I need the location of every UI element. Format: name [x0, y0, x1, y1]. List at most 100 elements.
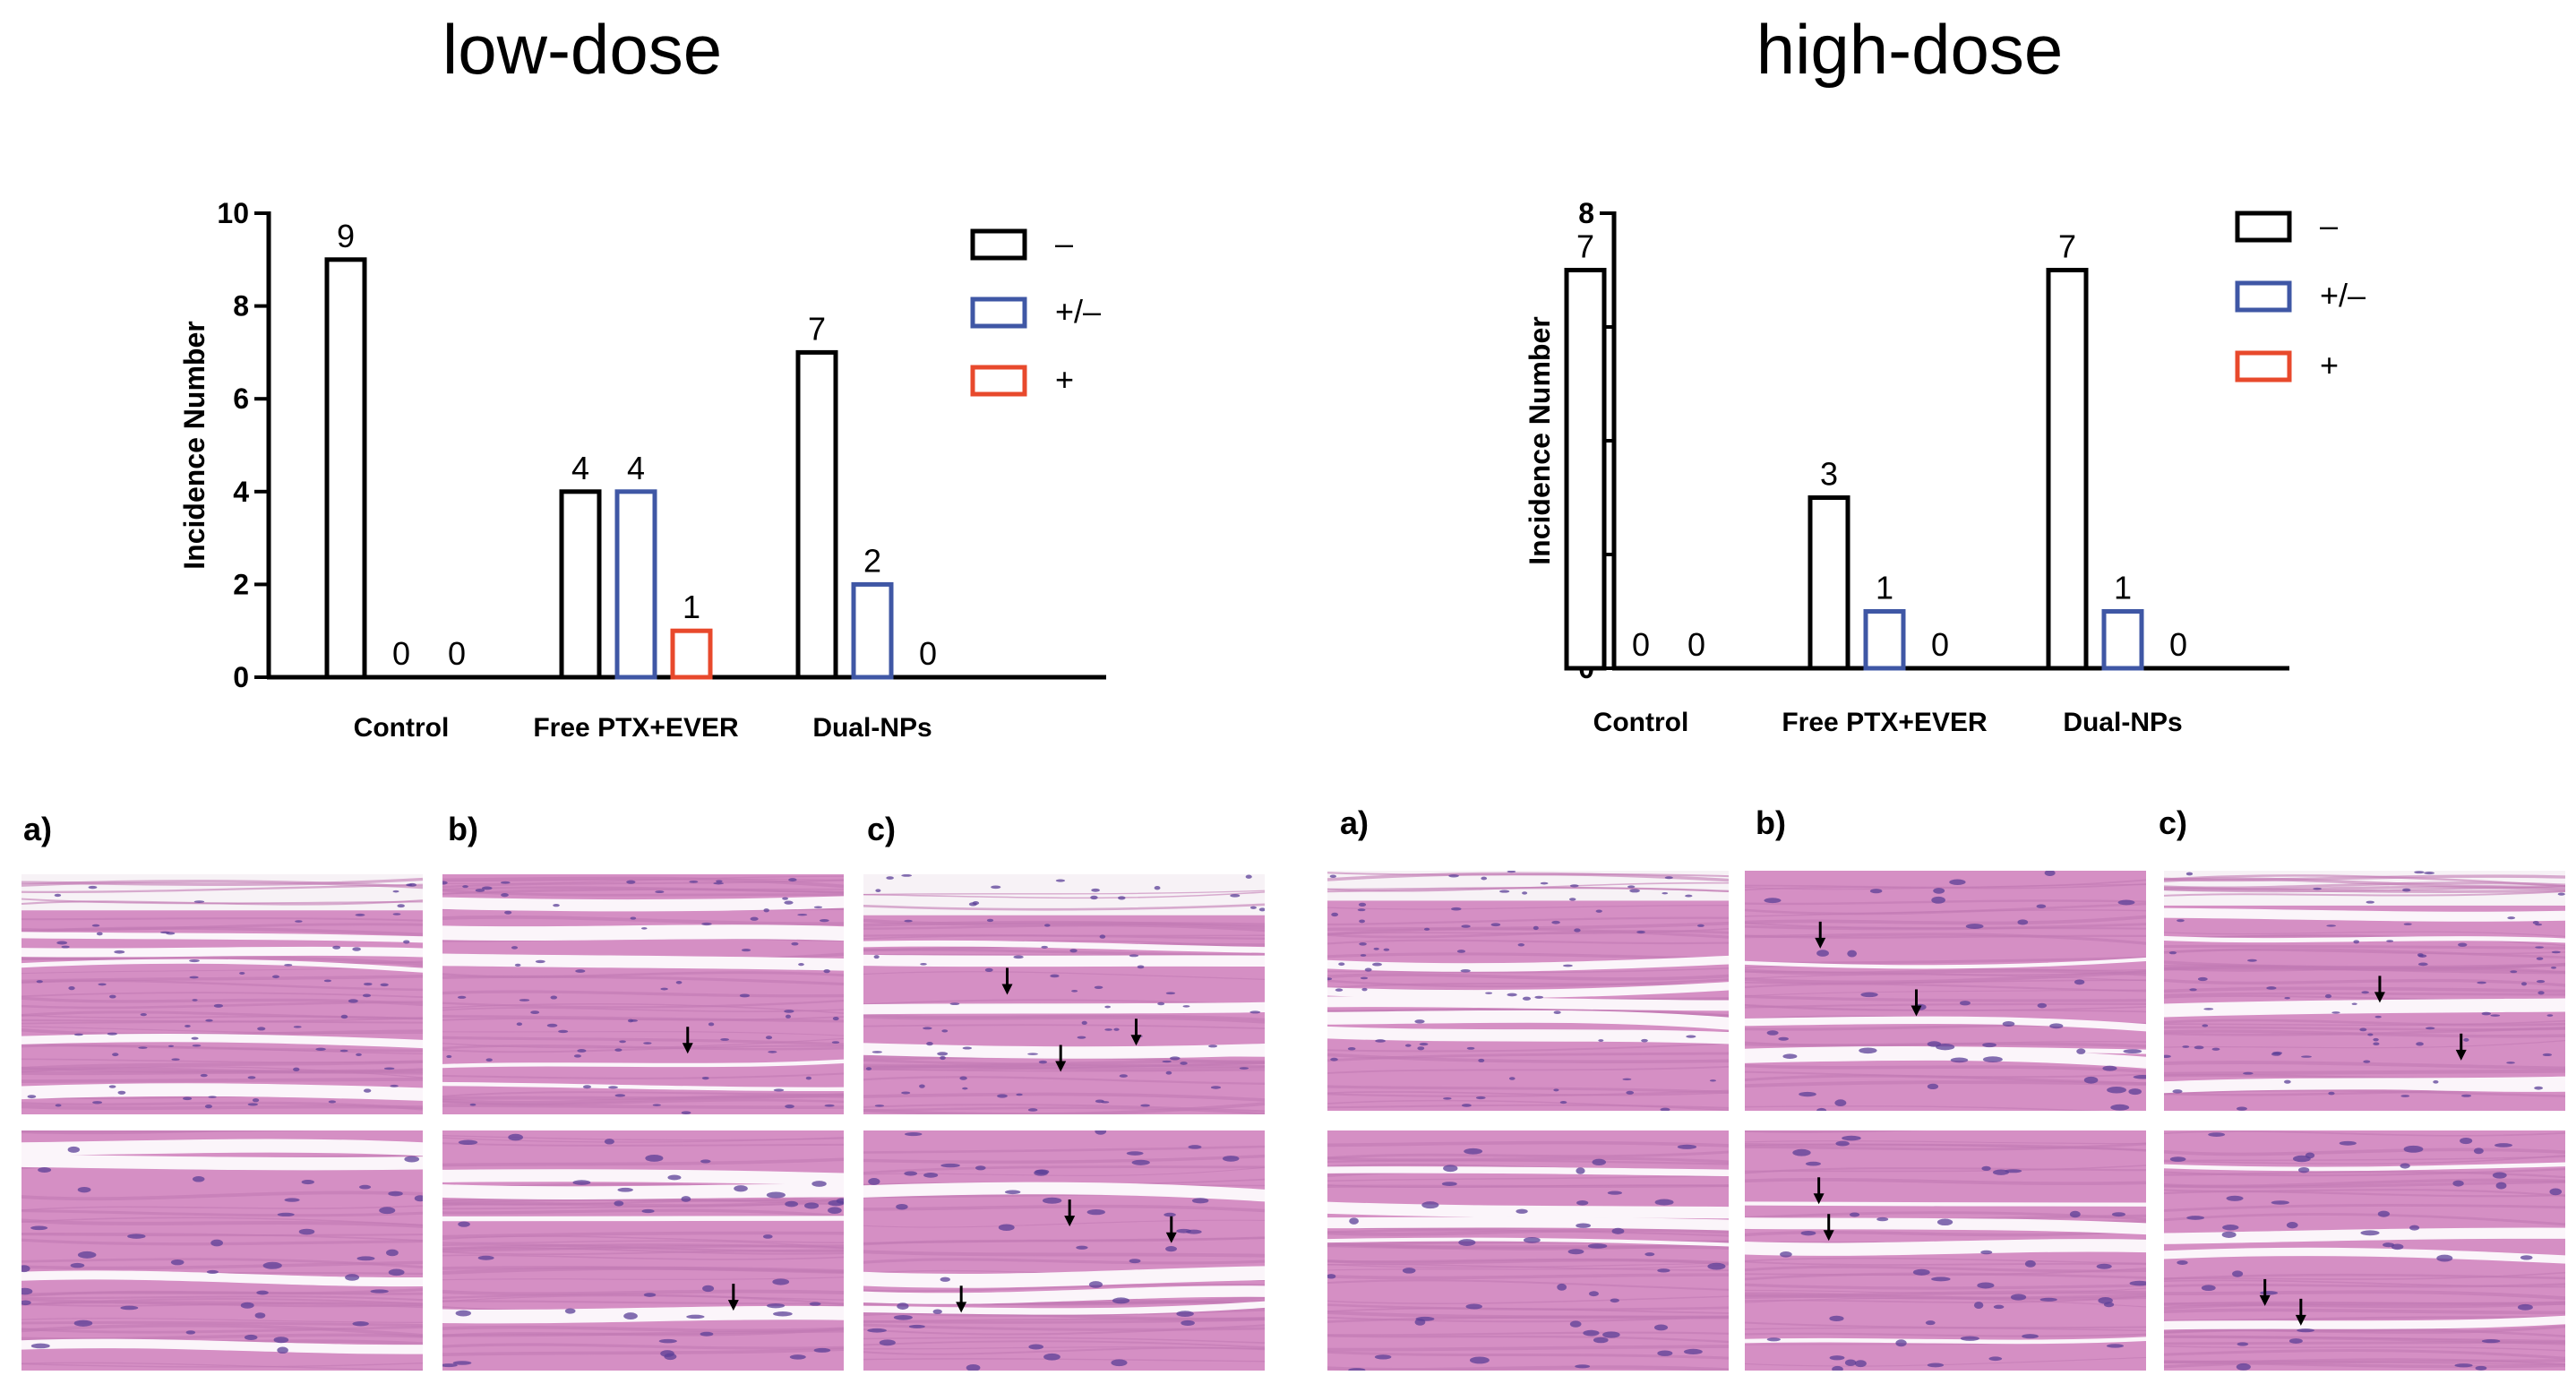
nucleus	[2203, 1008, 2214, 1010]
muscle-fibre	[21, 1233, 423, 1242]
interstitial-gap	[863, 1001, 1265, 1015]
nucleus	[720, 1037, 730, 1041]
interstitial-gap	[1745, 1337, 2146, 1345]
nucleus	[2271, 1052, 2281, 1056]
muscle-fibre	[1327, 1331, 1729, 1337]
nucleus	[2236, 1363, 2251, 1371]
nucleus	[500, 881, 511, 884]
nucleus	[404, 1156, 420, 1163]
nucleus	[828, 1207, 842, 1214]
arrow-marker	[1055, 1044, 1067, 1072]
muscle-fibre	[2164, 1271, 2565, 1280]
nucleus	[975, 1165, 986, 1171]
nucleus	[564, 1308, 576, 1314]
nucleus	[2534, 1086, 2544, 1090]
high-y-axis-label: Incidence Number	[1524, 316, 1556, 564]
muscle-fibre	[2164, 1155, 2565, 1165]
arrow-head	[1815, 937, 1826, 949]
muscle-fibre	[21, 1001, 423, 1010]
low-data-label: 1	[683, 589, 700, 625]
nucleus	[2557, 892, 2565, 896]
muscle-fibre	[1327, 927, 1729, 939]
low-bar-mid-1	[614, 489, 657, 680]
muscle-fibre	[2164, 986, 2565, 993]
nucleus	[2546, 1014, 2554, 1017]
nucleus	[789, 1354, 806, 1360]
nucleus	[2409, 1225, 2420, 1231]
muscle-fibre	[21, 956, 423, 967]
muscle-fibre	[863, 1092, 1265, 1102]
nucleus	[2301, 1055, 2312, 1058]
muscle-fibre	[21, 899, 423, 906]
nucleus	[2039, 1297, 2057, 1302]
histology-texture	[21, 1130, 423, 1371]
nucleus	[2177, 1259, 2188, 1265]
muscle-fibre	[21, 1216, 423, 1226]
nucleus	[516, 1022, 523, 1027]
nucleus	[189, 976, 199, 979]
nucleus	[1551, 920, 1560, 924]
nucleus	[768, 1050, 777, 1053]
muscle-fibre	[442, 1137, 844, 1143]
high-data-label: 1	[2114, 570, 2132, 606]
nucleus	[206, 1269, 219, 1275]
nucleus	[2473, 1148, 2484, 1155]
nucleus	[1448, 874, 1459, 878]
muscle-fibre	[1745, 902, 2146, 916]
muscle-fibre	[1745, 1140, 2146, 1145]
muscle-fibre	[1327, 1307, 1729, 1314]
nucleus	[1927, 1041, 1942, 1047]
muscle-fibre	[442, 1198, 844, 1206]
muscle-fibre	[2164, 1130, 2565, 1137]
muscle-fibre	[1327, 1091, 1729, 1096]
low-label-a: a)	[23, 811, 53, 847]
nucleus	[293, 1026, 302, 1028]
nucleus	[1330, 1057, 1338, 1062]
nucleus	[1933, 888, 1945, 894]
nucleus	[2297, 1328, 2315, 1333]
high-label-b: b)	[1756, 804, 1786, 841]
muscle-fibre	[863, 1154, 1265, 1164]
muscle-fibre	[1327, 930, 1729, 939]
nucleus	[1686, 1035, 1696, 1038]
nucleus	[55, 1104, 62, 1107]
nucleus	[1239, 1067, 1249, 1070]
muscle-fibre	[1745, 970, 2146, 984]
nucleus	[2402, 888, 2411, 892]
nucleus	[626, 880, 636, 884]
nucleus	[462, 885, 468, 889]
nucleus	[403, 940, 410, 944]
nucleus	[1657, 1268, 1670, 1273]
muscle-fibre	[442, 1294, 844, 1302]
high-b-zoom-micrograph	[1745, 1130, 2146, 1371]
nucleus	[247, 1103, 259, 1106]
nucleus	[2417, 954, 2427, 958]
nucleus	[785, 1105, 794, 1109]
nucleus	[2076, 1048, 2086, 1054]
low-y-tick-label: 2	[233, 568, 249, 600]
nucleus	[77, 1186, 91, 1193]
interstitial-gap	[1327, 955, 1729, 972]
nucleus	[1443, 1165, 1458, 1173]
nucleus	[1043, 1353, 1060, 1361]
nucleus	[772, 1311, 793, 1317]
nucleus	[904, 1171, 918, 1176]
interstitial-gap	[2164, 1162, 2565, 1172]
muscle-fibre	[1327, 1085, 1729, 1094]
nucleus	[2271, 1200, 2289, 1205]
nucleus	[645, 1155, 664, 1162]
low-y-tick-label: 8	[233, 290, 249, 322]
low-category-label: Control	[354, 713, 450, 743]
high-legend-label: –	[2320, 207, 2338, 244]
nucleus	[2036, 904, 2047, 908]
nucleus	[813, 1347, 831, 1353]
low-y-axis-label: Incidence Number	[178, 321, 210, 569]
nucleus	[511, 946, 519, 950]
nucleus	[788, 878, 797, 882]
muscle-fibre	[863, 1283, 1265, 1293]
nucleus	[2010, 1294, 2027, 1301]
nucleus	[508, 1133, 523, 1141]
histology-texture	[2164, 1130, 2565, 1371]
nucleus	[1847, 950, 1858, 958]
muscle-fibre	[1327, 1156, 1729, 1164]
